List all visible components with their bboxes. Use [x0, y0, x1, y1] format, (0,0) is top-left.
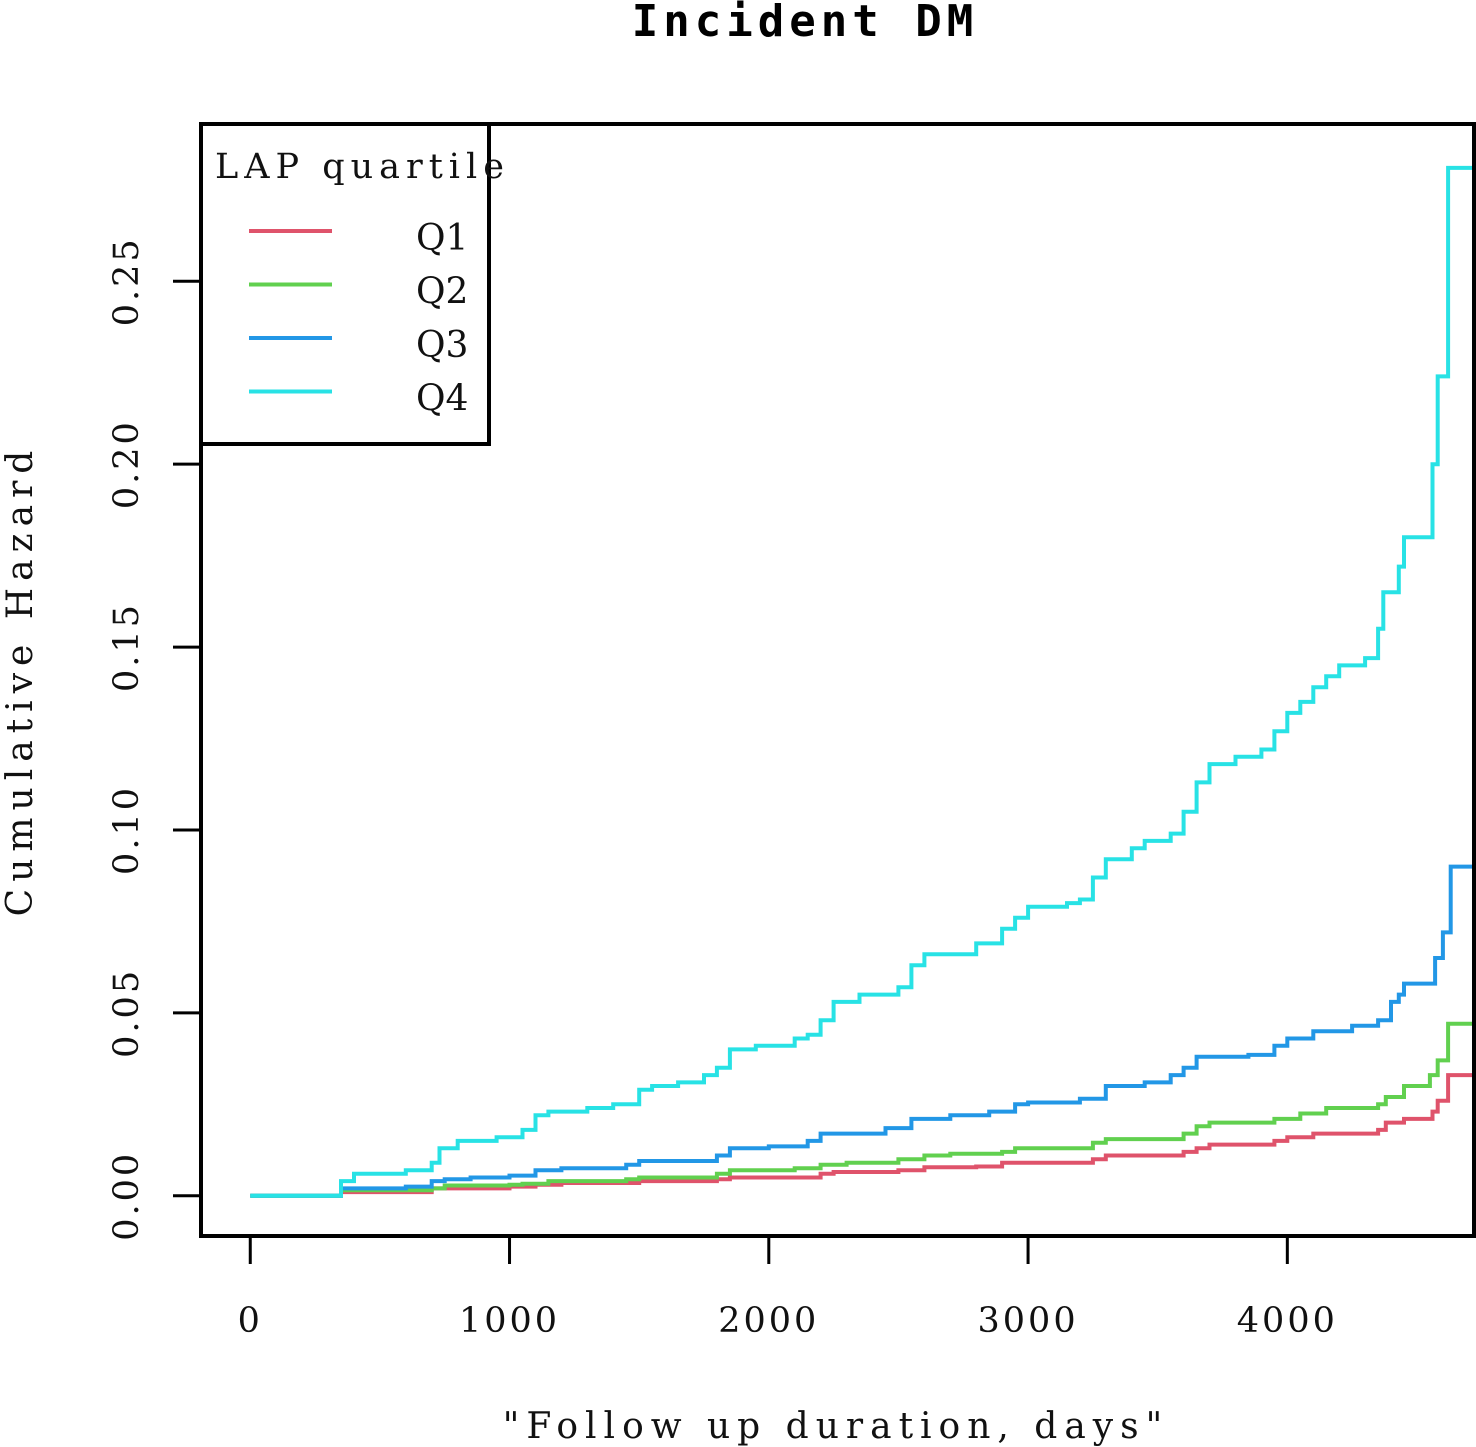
- y-tick-label: 0.20: [107, 419, 147, 509]
- x-tick-label: 4000: [1237, 1301, 1338, 1341]
- x-tick-label: 1000: [459, 1301, 560, 1341]
- legend-title: LAP quartile: [215, 147, 510, 187]
- y-tick-label: 0.25: [107, 236, 147, 326]
- y-axis-label: Cumulative Hazard: [0, 444, 41, 917]
- series-line-q3: [250, 864, 1474, 1198]
- x-axis: 0 1000 2000 3000 4000: [238, 1234, 1338, 1341]
- y-tick-label: 0.05: [107, 968, 147, 1058]
- legend: LAP quartile Q1 Q2 Q3 Q4: [199, 122, 510, 446]
- x-tick-label: 2000: [718, 1301, 819, 1341]
- legend-label-q2: Q2: [416, 272, 468, 313]
- chart-title: Incident DM: [632, 0, 978, 47]
- x-axis-label: "Follow up duration, days": [503, 1406, 1169, 1447]
- y-tick-label: 0.15: [107, 602, 147, 692]
- series-line-q4: [250, 165, 1474, 1198]
- y-tick-label: 0.00: [107, 1151, 147, 1241]
- y-tick-label: 0.10: [107, 785, 147, 875]
- series-line-q2: [250, 1021, 1474, 1198]
- x-tick-label: 0: [238, 1301, 263, 1341]
- series-layer: [250, 165, 1474, 1198]
- y-axis: 0.00 0.05 0.10 0.15 0.20 0.25: [107, 236, 203, 1241]
- legend-label-q1: Q1: [416, 218, 468, 259]
- legend-label-q4: Q4: [416, 379, 468, 420]
- legend-items: Q1 Q2 Q3 Q4: [249, 218, 468, 420]
- x-tick-label: 3000: [978, 1301, 1079, 1341]
- legend-label-q3: Q3: [416, 325, 468, 366]
- plot-frame: [199, 122, 1476, 1238]
